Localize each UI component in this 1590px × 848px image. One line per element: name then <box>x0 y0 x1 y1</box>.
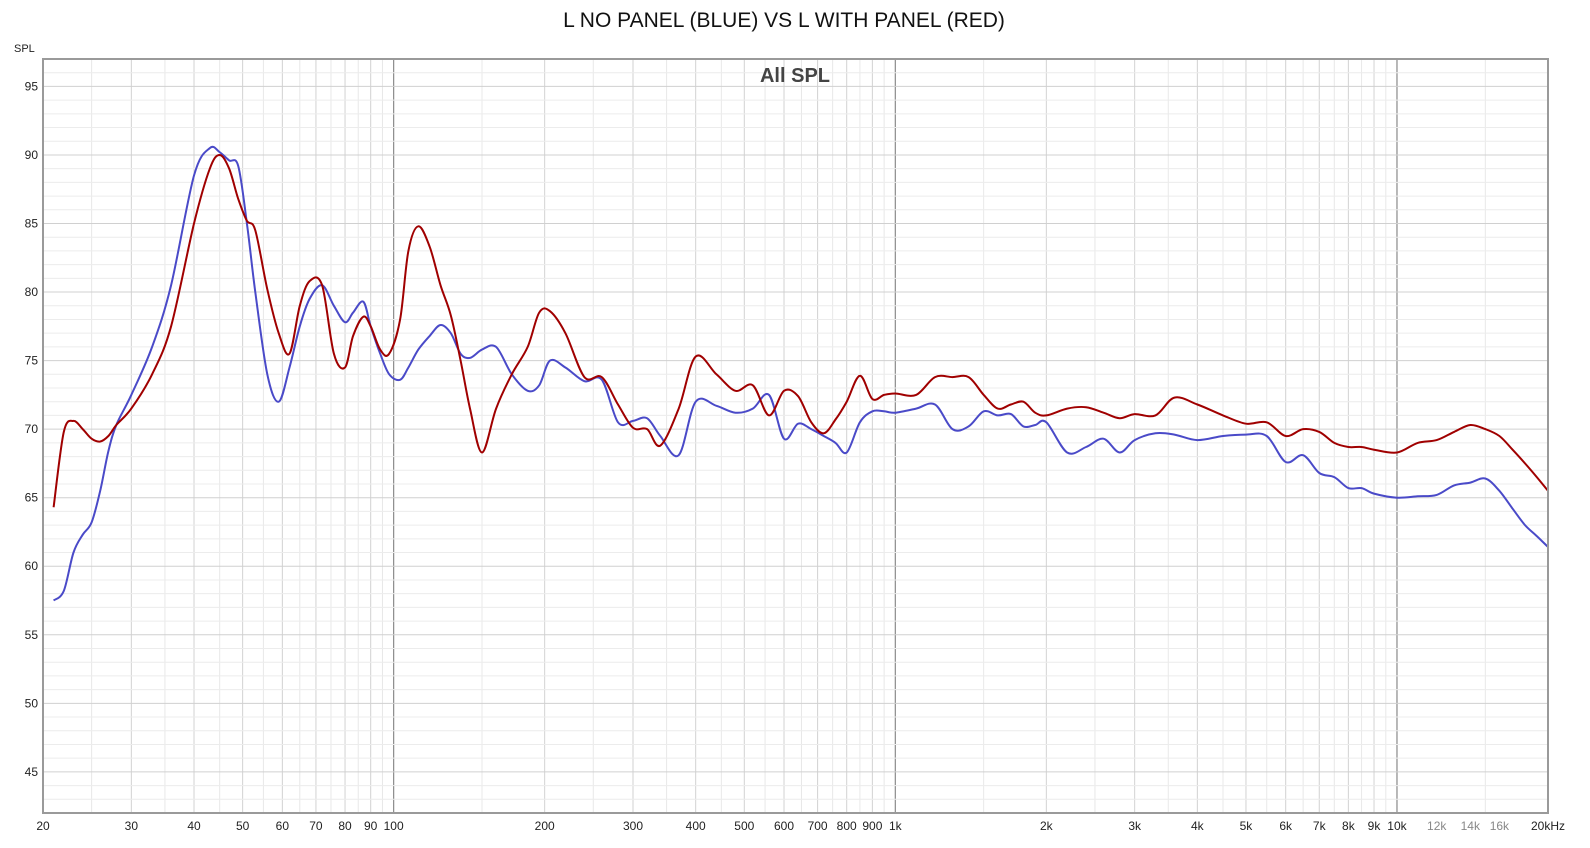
x-tick-label: 3k <box>1128 819 1142 833</box>
y-tick-label: 90 <box>25 148 39 162</box>
x-tick-label: 700 <box>808 819 828 833</box>
x-tick-label: 80 <box>338 819 352 833</box>
y-tick-label: 55 <box>25 628 39 642</box>
x-tick-label: 30 <box>125 819 139 833</box>
x-tick-label: 4k <box>1191 819 1205 833</box>
x-tick-label: 9k <box>1368 819 1382 833</box>
y-axis-label: SPL <box>14 43 35 55</box>
x-tick-label: 5k <box>1240 819 1254 833</box>
x-tick-label: 20 <box>36 819 50 833</box>
x-tick-label: 90 <box>364 819 378 833</box>
x-tick-label: 20kHz <box>1531 819 1565 833</box>
y-tick-label: 75 <box>25 354 39 368</box>
y-tick-label: 85 <box>25 217 39 231</box>
x-tick-label: 600 <box>774 819 794 833</box>
x-tick-label: 6k <box>1279 819 1293 833</box>
chart-subtitle: All SPL <box>760 65 830 87</box>
x-tick-label: 2k <box>1040 819 1054 833</box>
y-tick-label: 95 <box>25 79 39 93</box>
x-tick-label: 10k <box>1387 819 1407 833</box>
y-tick-label: 60 <box>25 559 39 573</box>
x-tick-label: 60 <box>276 819 290 833</box>
y-tick-label: 70 <box>25 422 39 436</box>
grid-layer <box>43 58 1548 814</box>
x-tick-label: 500 <box>734 819 754 833</box>
plot-frame <box>42 58 1549 814</box>
x-tick-label: 70 <box>309 819 323 833</box>
x-tick-label: 200 <box>535 819 555 833</box>
y-tick-label: 45 <box>25 765 39 779</box>
y-tick-label: 65 <box>25 491 39 505</box>
x-tick-label: 14k <box>1461 819 1481 833</box>
x-tick-label: 12k <box>1427 819 1447 833</box>
x-tick-label: 7k <box>1313 819 1327 833</box>
series-layer <box>52 145 1549 602</box>
x-tick-label: 40 <box>187 819 201 833</box>
x-tick-label: 900 <box>862 819 882 833</box>
y-tick-label: 80 <box>25 285 39 299</box>
y-tick-label: 50 <box>25 696 39 710</box>
x-tick-label: 8k <box>1342 819 1356 833</box>
x-tick-label: 100 <box>384 819 404 833</box>
x-tick-label: 400 <box>686 819 706 833</box>
y-axis-ticks: 45 50 55 60 65 70 75 80 85 90 95 <box>25 79 39 778</box>
x-axis-ticks: 20 30 40 50 60 70 80 90 100 200 300 400 500 600 700 800… <box>36 819 1565 833</box>
x-tick-label: 16k <box>1490 819 1510 833</box>
series-line-blue <box>52 145 1549 602</box>
x-tick-label: 50 <box>236 819 250 833</box>
series-line-red <box>52 154 1549 508</box>
x-tick-label: 300 <box>623 819 643 833</box>
x-tick-label: 1k <box>889 819 903 833</box>
chart-title: L NO PANEL (BLUE) VS L WITH PANEL (RED) <box>563 9 1005 32</box>
x-tick-label: 800 <box>837 819 857 833</box>
